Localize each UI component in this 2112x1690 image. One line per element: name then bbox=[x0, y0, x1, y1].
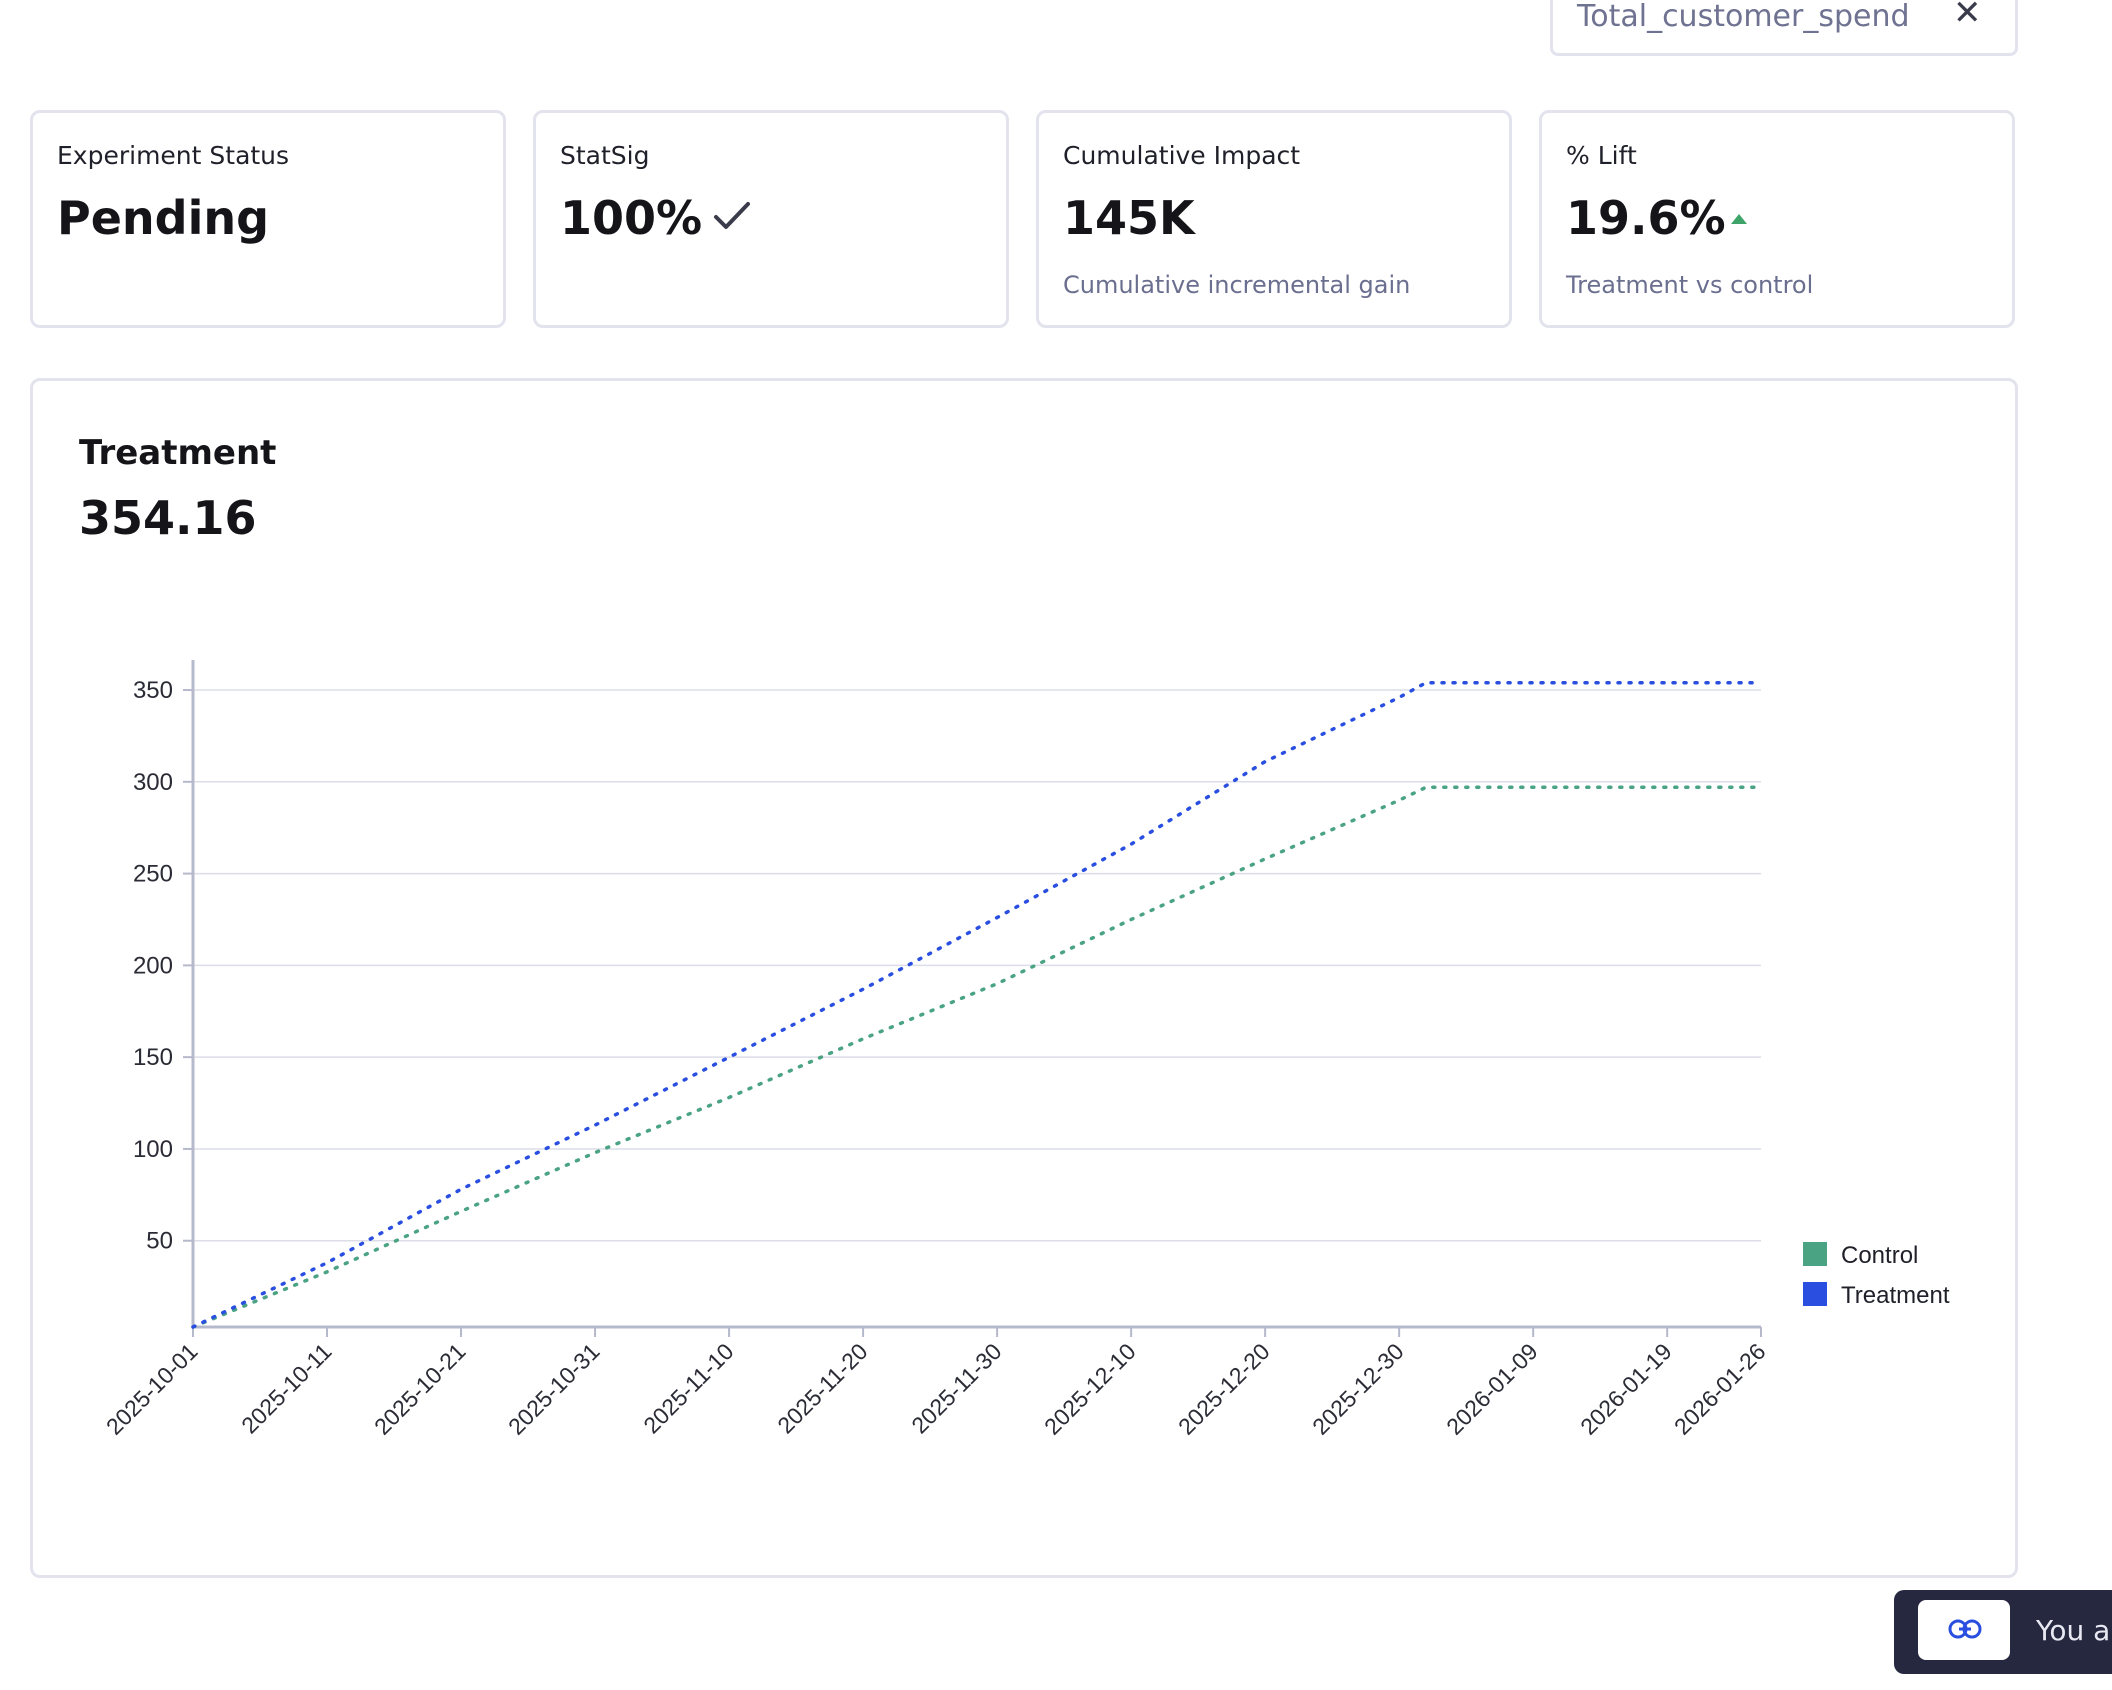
x-tick-label: 2025-10-21 bbox=[369, 1338, 471, 1440]
experiment-status-card: Experiment Status Pending bbox=[30, 110, 506, 328]
copy-link-button[interactable] bbox=[1918, 1600, 2010, 1660]
card-title: Experiment Status bbox=[57, 141, 290, 170]
lift-card: % Lift 19.6% Treatment vs control bbox=[1539, 110, 2015, 328]
toast-text: You ar bbox=[2036, 1614, 2112, 1647]
up-arrow-icon bbox=[1731, 214, 1747, 224]
card-subtitle: Cumulative incremental gain bbox=[1063, 271, 1411, 299]
x-tick-label: 2025-12-10 bbox=[1039, 1338, 1141, 1440]
x-tick-label: 2026-01-19 bbox=[1575, 1338, 1677, 1440]
y-tick-label: 350 bbox=[133, 677, 173, 704]
share-toast: You ar bbox=[1894, 1590, 2112, 1674]
x-tick-label: 2025-10-01 bbox=[101, 1338, 203, 1440]
close-icon[interactable]: ✕ bbox=[1953, 0, 1982, 33]
metric-selector-chip[interactable]: Total_customer_spend ✕ bbox=[1550, 0, 2018, 56]
card-value: 100% bbox=[560, 191, 703, 245]
card-value: 19.6% bbox=[1566, 191, 1726, 245]
card-title: % Lift bbox=[1566, 141, 1637, 170]
series-line-control bbox=[191, 785, 1763, 1329]
series-line-treatment bbox=[191, 680, 1763, 1329]
card-title: Cumulative Impact bbox=[1063, 141, 1301, 170]
legend-swatch-treatment bbox=[1803, 1282, 1827, 1306]
x-tick-label: 2025-11-20 bbox=[772, 1338, 872, 1438]
card-value: Pending bbox=[57, 191, 270, 245]
y-tick-label: 100 bbox=[133, 1136, 173, 1163]
cumulative-line-chart: 50 100 150 200 250 300 350 2025-10-01 2025-10-11… bbox=[101, 660, 1950, 1440]
statsig-card: StatSig 100% bbox=[533, 110, 1009, 328]
card-subtitle: Treatment vs control bbox=[1566, 271, 1814, 299]
y-tick-label: 150 bbox=[133, 1044, 173, 1071]
y-tick-label: 200 bbox=[133, 952, 173, 979]
x-tick-label: 2025-12-30 bbox=[1307, 1338, 1409, 1440]
metric-selector-label: Total_customer_spend bbox=[1577, 0, 1910, 34]
x-tick-label: 2025-12-20 bbox=[1173, 1338, 1275, 1440]
card-title: StatSig bbox=[560, 141, 650, 170]
y-tick-label: 300 bbox=[133, 769, 173, 796]
y-tick-label: 50 bbox=[146, 1228, 173, 1255]
x-tick-label: 2025-11-10 bbox=[638, 1338, 738, 1438]
card-value: 145K bbox=[1063, 191, 1195, 245]
check-icon bbox=[714, 202, 750, 229]
x-tick-label: 2025-10-31 bbox=[503, 1338, 605, 1440]
cumulative-impact-card: Cumulative Impact 145K Cumulative increm… bbox=[1036, 110, 1512, 328]
x-tick-label: 2026-01-09 bbox=[1441, 1338, 1543, 1440]
x-tick-label: 2026-01-26 bbox=[1669, 1338, 1771, 1440]
y-tick-label: 250 bbox=[133, 861, 173, 888]
legend-label-treatment: Treatment bbox=[1841, 1282, 1950, 1309]
x-tick-label: 2025-11-30 bbox=[906, 1338, 1006, 1438]
legend-label-control: Control bbox=[1841, 1242, 1918, 1269]
panel-title: Treatment bbox=[79, 433, 277, 473]
legend-swatch-control bbox=[1803, 1242, 1827, 1266]
panel-value: 354.16 bbox=[79, 491, 257, 545]
treatment-chart-panel: Treatment 354.16 50 100 150 200 250 300 350 202… bbox=[30, 378, 2018, 1578]
x-tick-label: 2025-10-11 bbox=[236, 1338, 336, 1438]
link-icon bbox=[1948, 1619, 1982, 1639]
